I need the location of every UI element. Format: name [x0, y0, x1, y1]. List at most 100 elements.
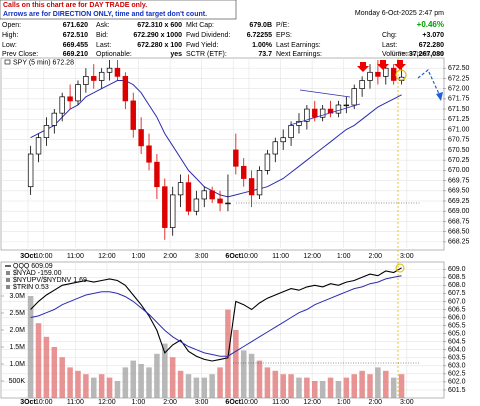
note: Calls on this chart are for DAY TRADE on…	[3, 2, 147, 9]
x-tick-label: 3:00	[195, 399, 209, 406]
legend-label: SPY (5 min) 672.28	[13, 59, 74, 66]
quote-value: 679.0B	[249, 22, 272, 29]
candle-body	[51, 112, 58, 126]
x-tick-label: 3:00	[400, 399, 414, 406]
x-tick-label: 1:00	[337, 399, 351, 406]
candle-body	[35, 137, 42, 155]
quote-label: Low:	[2, 42, 17, 49]
candle-body	[83, 76, 89, 85]
highlight	[395, 263, 405, 273]
y2-tick-label: 3.0M	[9, 293, 25, 300]
y2-tick-label: 1.5M	[9, 344, 25, 351]
quote-value: +3.070	[422, 32, 444, 39]
volume-bar	[146, 367, 152, 398]
y-tick-label: 602.5	[448, 371, 466, 378]
candle-body	[367, 71, 373, 81]
volume-bar	[335, 381, 342, 398]
y-tick-label: 670.25	[448, 157, 470, 164]
volume-bar	[233, 330, 239, 398]
quote-label: Optionable:	[96, 51, 132, 58]
quote-value: 37,267,080	[409, 51, 444, 58]
y-tick-label: 670.00	[448, 167, 470, 174]
quote-label: Open:	[2, 22, 21, 29]
candle-body	[98, 71, 105, 81]
x-tick-label: 11:00	[272, 399, 289, 406]
quote-label: Next Earnings:	[276, 51, 322, 58]
candle-body	[375, 71, 381, 77]
x-tick-label: 3Oct	[20, 253, 36, 260]
x-tick-label: 2:00	[163, 399, 177, 406]
candle-body	[225, 202, 231, 205]
x-tick-label: 12:00	[98, 399, 116, 406]
volume-bar	[351, 374, 357, 398]
x-tick-label: 10:00	[240, 399, 258, 406]
volume-bar	[201, 377, 208, 398]
quote-label: Bid:	[96, 32, 108, 39]
volume-bar	[264, 367, 271, 398]
series-line	[30, 275, 402, 357]
volume-bar	[398, 374, 405, 398]
trend-line	[289, 103, 361, 126]
y2-tick-label: 2.0M	[9, 327, 25, 334]
y-tick-label: 602.0	[448, 379, 466, 386]
candle-body	[106, 67, 113, 73]
x-tick-label: 11:00	[67, 399, 84, 406]
quote-value: 672.280 x 100	[137, 42, 182, 49]
legend-icon	[6, 271, 10, 275]
y-tick-label: 670.50	[448, 147, 470, 154]
candle-body	[162, 186, 168, 228]
candle-body	[43, 125, 50, 139]
volume-bar	[177, 370, 184, 398]
y-tick-label: 669.25	[448, 198, 470, 205]
volume-bar	[209, 374, 215, 398]
quote-value: yes	[170, 51, 182, 58]
x-tick-label: 1:00	[132, 253, 146, 260]
credit: © StockCharts.com	[391, 51, 443, 58]
candle-body	[288, 125, 294, 139]
plot-layer: 3Oct 10:00 11:00 12:00 1:00 2:00 3:00 6Oct 10:00…	[1, 51, 470, 406]
candle-body	[193, 198, 200, 212]
candle-body	[233, 149, 239, 167]
y-tick-label: 672.50	[448, 65, 470, 72]
y-tick-label: 609.0	[448, 266, 466, 273]
quote-label: Last:	[96, 42, 111, 49]
volume-bar	[83, 374, 89, 398]
volume-bar	[359, 370, 365, 398]
volume-bar	[390, 377, 397, 398]
y-tick-label: 604.0	[448, 347, 466, 354]
candle-body	[91, 76, 97, 81]
volume-bar	[217, 367, 223, 398]
x-tick-label: 12:00	[303, 399, 321, 406]
moving-average	[30, 80, 402, 198]
quote-value: 669.455	[63, 42, 88, 49]
candle-body	[67, 96, 73, 102]
candle-body	[185, 182, 192, 212]
y-tick-label: 671.00	[448, 126, 470, 133]
candle-body	[343, 104, 350, 107]
volume-bar	[67, 367, 73, 398]
volume-bar	[256, 360, 263, 398]
quote-label: SCTR (ETF):	[186, 51, 227, 58]
x-tick-label: 2:00	[368, 253, 382, 260]
quote-label: Fwd Yield:	[186, 42, 218, 49]
x-tick-label: 11:00	[67, 253, 84, 260]
quote-date: Monday 6-Oct-2025 2:47 pm	[355, 10, 444, 17]
candle-body	[241, 165, 247, 179]
quote-label: P/E:	[276, 22, 289, 29]
volume-bar	[162, 343, 168, 398]
volume-bar	[106, 377, 113, 398]
volume-bar	[130, 360, 136, 398]
candle-body	[169, 194, 176, 228]
candle-body	[177, 182, 184, 196]
quote-value: 672.510	[63, 32, 88, 39]
candle-body	[209, 190, 215, 200]
volume-bar	[138, 364, 144, 398]
y-tick-label: 672.25	[448, 75, 470, 82]
candle-body	[312, 108, 318, 118]
candle-body	[248, 178, 255, 196]
volume-bar	[312, 381, 318, 398]
quote-label: Volume:	[382, 51, 407, 58]
quote-label: Last Earnings:	[276, 42, 321, 49]
volume-bar	[35, 323, 42, 398]
